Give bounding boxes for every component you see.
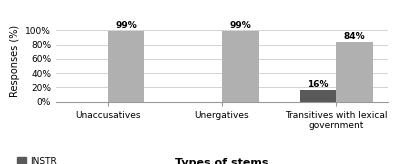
X-axis label: Types of stems: Types of stems (175, 158, 269, 164)
Y-axis label: Responses (%): Responses (%) (10, 25, 20, 97)
Legend: INSTR, GEN: INSTR, GEN (17, 157, 57, 164)
Bar (336, 42, 373, 102)
Text: 99%: 99% (230, 21, 251, 30)
Bar (222, 31, 258, 102)
Text: 99%: 99% (115, 21, 137, 30)
Bar (108, 31, 144, 102)
Bar (300, 90, 336, 102)
Text: 84%: 84% (344, 32, 366, 41)
Text: 16%: 16% (307, 80, 329, 89)
